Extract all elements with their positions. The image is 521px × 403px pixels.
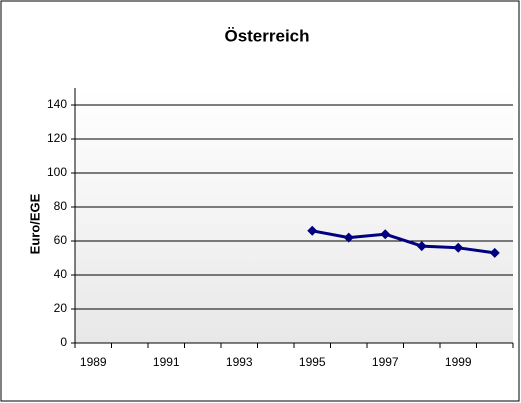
y-tick-label: 0 [60, 335, 67, 349]
x-tick-label: 1993 [226, 355, 253, 369]
y-tick-label: 60 [54, 233, 68, 247]
y-tick-label: 140 [47, 97, 67, 111]
y-tick-label: 20 [54, 301, 68, 315]
x-tick-label: 1999 [445, 355, 472, 369]
chart-title: Österreich [224, 26, 309, 45]
x-tick-label: 1997 [372, 355, 399, 369]
y-axis-label: Euro/EGE [27, 193, 42, 254]
y-tick-label: 80 [54, 199, 68, 213]
data-point [307, 225, 318, 236]
data-point [416, 241, 427, 252]
data-point [489, 247, 500, 258]
data-point [380, 229, 391, 240]
plot-area [75, 88, 513, 343]
series-line [311, 229, 495, 255]
y-tick-label: 100 [47, 165, 67, 179]
data-point [453, 242, 464, 253]
y-tick-label: 120 [47, 131, 67, 145]
data-point [343, 232, 354, 243]
x-tick-label: 1989 [80, 355, 107, 369]
x-tick-label: 1995 [299, 355, 326, 369]
y-tick-label: 40 [54, 267, 68, 281]
x-tick-label: 1991 [153, 355, 180, 369]
